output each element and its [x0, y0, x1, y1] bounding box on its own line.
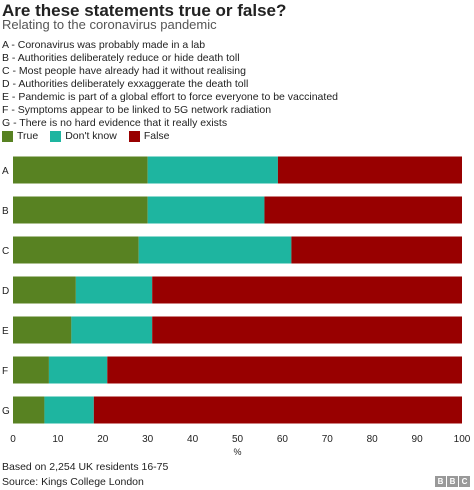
- x-tick-label-50: 50: [232, 434, 244, 445]
- category-label-b: B: [2, 206, 9, 217]
- bbc-logo-block-1: B: [435, 476, 446, 487]
- category-label-e: E: [2, 326, 9, 337]
- legend-item-true: True: [2, 130, 38, 142]
- bar-e-false: [152, 316, 462, 344]
- bar-a-false: [277, 156, 462, 184]
- bbc-logo: B B C: [435, 476, 470, 487]
- x-tick-label-90: 90: [412, 434, 424, 445]
- legend-swatch-true: [2, 130, 13, 142]
- bar-f-false: [107, 356, 462, 384]
- x-tick-label-0: 0: [10, 434, 16, 445]
- bar-c-false: [291, 236, 462, 264]
- bar-d-true: [13, 276, 76, 304]
- statement-a: A - Coronavirus was probably made in a l…: [2, 39, 206, 51]
- stacked-bar-chart: A B C D E F G 0 10 20 30 40 50 60 70 80 90 100%: [2, 156, 471, 456]
- bar-b-false: [264, 196, 462, 224]
- bar-f-dont-know: [48, 356, 108, 384]
- footnote: Based on 2,254 UK residents 16-75: [2, 461, 169, 473]
- bar-g-true: [13, 396, 45, 424]
- statement-b: B - Authorities deliberately reduce or h…: [2, 52, 240, 64]
- category-label-f: F: [2, 366, 8, 377]
- statement-g: G - There is no hard evidence that it re…: [2, 117, 228, 129]
- statement-e: E - Pandemic is part of a global effort …: [2, 91, 338, 103]
- statement-f: F - Symptoms appear to be linked to 5G n…: [2, 104, 272, 116]
- bar-g-dont-know: [44, 396, 94, 424]
- bar-c-dont-know: [138, 236, 292, 264]
- bar-a-dont-know: [147, 156, 278, 184]
- category-label-c: C: [2, 246, 9, 257]
- legend-item-false: False: [128, 130, 170, 142]
- bbc-logo-block-2: B: [447, 476, 458, 487]
- legend-label-dont-know: Don't know: [65, 130, 117, 142]
- x-tick-label-70: 70: [322, 434, 334, 445]
- bar-e-true: [13, 316, 72, 344]
- chart-subtitle: Relating to the coronavirus pandemic: [2, 17, 217, 32]
- x-tick-label-80: 80: [367, 434, 379, 445]
- bar-b-dont-know: [147, 196, 265, 224]
- bar-g-false: [93, 396, 462, 424]
- x-axis-label: %: [233, 447, 241, 456]
- category-label-g: G: [2, 406, 10, 417]
- legend-swatch-false: [128, 130, 140, 142]
- chart-title: Are these statements true or false?: [2, 1, 287, 20]
- bar-d-false: [152, 276, 462, 304]
- legend-item-dont-know: Don't know: [50, 130, 117, 142]
- legend-label-false: False: [143, 130, 170, 142]
- x-tick-label-10: 10: [52, 434, 64, 445]
- statement-c: C - Most people have already had it with…: [2, 65, 246, 77]
- bar-c-true: [13, 236, 139, 264]
- bbc-logo-block-3: C: [459, 476, 470, 487]
- x-tick-label-20: 20: [97, 434, 109, 445]
- bar-f-true: [13, 356, 49, 384]
- legend-swatch-dont-know: [50, 130, 62, 142]
- x-tick-label-30: 30: [142, 434, 154, 445]
- x-tick-label-100: 100: [454, 434, 471, 445]
- x-tick-label-40: 40: [187, 434, 199, 445]
- bar-e-dont-know: [71, 316, 153, 344]
- bar-b-true: [13, 196, 148, 224]
- x-tick-label-60: 60: [277, 434, 289, 445]
- legend-label-true: True: [17, 130, 39, 142]
- category-label-a: A: [2, 166, 9, 177]
- statement-d: D - Authorities deliberately exxaggerate…: [2, 78, 249, 90]
- bar-a-true: [13, 156, 148, 184]
- statement-list: A - Coronavirus was probably made in a l…: [2, 39, 338, 130]
- chart-legend: True Don't know False: [2, 130, 182, 142]
- category-label-d: D: [2, 286, 9, 297]
- bar-d-dont-know: [75, 276, 153, 304]
- source-note: Source: Kings College London: [2, 476, 144, 488]
